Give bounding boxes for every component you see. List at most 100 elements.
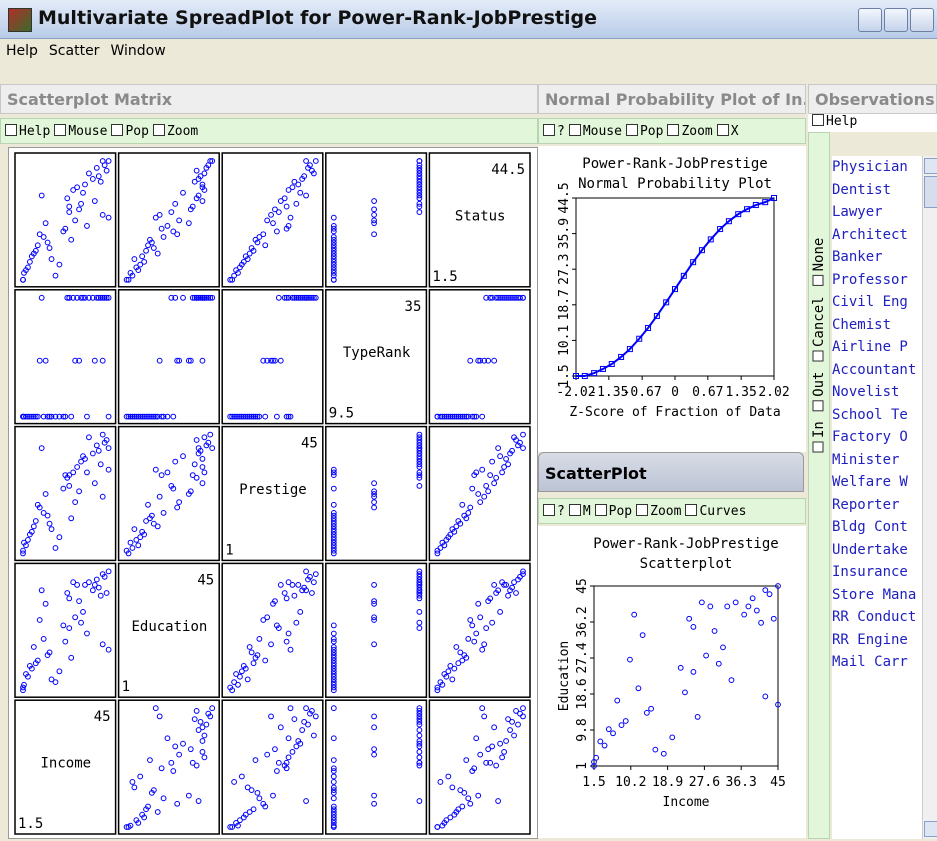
x-tick-label: 45: [770, 775, 786, 790]
checkbox-label[interactable]: Curves: [699, 504, 746, 519]
observation-item[interactable]: Civil Eng: [832, 291, 922, 314]
observation-item[interactable]: RR Conduct: [832, 606, 922, 629]
checkbox[interactable]: [813, 401, 823, 411]
toolbar-item[interactable]: X: [717, 124, 739, 139]
observation-item[interactable]: Accountant: [832, 359, 922, 382]
checkbox-label[interactable]: Pop: [640, 124, 663, 139]
scroll-down[interactable]: [924, 821, 937, 837]
checkbox[interactable]: [685, 504, 697, 516]
data-point: [619, 723, 624, 728]
checkbox-label[interactable]: Zoom: [681, 124, 712, 139]
checkbox[interactable]: [813, 351, 823, 361]
checkbox[interactable]: [569, 504, 581, 516]
option-label[interactable]: Out: [811, 372, 827, 397]
toolbar-item[interactable]: Pop: [111, 124, 148, 139]
toolbar-item[interactable]: M: [569, 504, 591, 519]
menu-item[interactable]: Window: [104, 40, 170, 59]
toolbar-item[interactable]: Curves: [685, 504, 746, 519]
observation-item[interactable]: Factory O: [832, 426, 922, 449]
observation-item[interactable]: Physician: [832, 156, 922, 179]
option-label[interactable]: Cancel: [811, 296, 827, 347]
toolbar-item[interactable]: ?: [543, 504, 565, 519]
normal-plot: Power-Rank-JobPrestigeNormal Probability…: [538, 146, 806, 452]
data-point: [729, 678, 734, 683]
observation-item[interactable]: Welfare W: [832, 471, 922, 494]
observation-item[interactable]: Lawyer: [832, 201, 922, 224]
observation-item[interactable]: Chemist: [832, 314, 922, 337]
plot-title: Power-Rank-JobPrestige: [582, 156, 767, 172]
checkbox[interactable]: [813, 275, 823, 285]
selection-options: In Out Cancel None: [808, 132, 830, 462]
observation-item[interactable]: Airline P: [832, 336, 922, 359]
checkbox-label[interactable]: Help: [19, 124, 50, 139]
checkbox[interactable]: [626, 124, 638, 136]
observation-item[interactable]: Architect: [832, 224, 922, 247]
checkbox[interactable]: [543, 124, 555, 136]
menu-item[interactable]: Scatter: [43, 40, 105, 59]
checkbox-label[interactable]: Pop: [125, 124, 148, 139]
toolbar-item[interactable]: Zoom: [667, 124, 712, 139]
observation-item[interactable]: School Te: [832, 404, 922, 427]
checkbox[interactable]: [54, 124, 66, 136]
checkbox[interactable]: [569, 124, 581, 136]
observation-item[interactable]: Undertake: [832, 539, 922, 562]
toolbar-item[interactable]: Mouse: [54, 124, 107, 139]
data-point: [691, 670, 696, 675]
observation-item[interactable]: Novelist: [832, 381, 922, 404]
observation-item[interactable]: Minister: [832, 449, 922, 472]
y-tick-label: 10.1: [557, 325, 572, 356]
checkbox[interactable]: [813, 442, 823, 452]
option-label[interactable]: None: [811, 238, 827, 272]
observation-item[interactable]: Mail Carr: [832, 651, 922, 674]
toolbar-item[interactable]: Zoom: [636, 504, 681, 519]
checkbox-label[interactable]: Help: [826, 114, 857, 129]
observation-item[interactable]: Banker: [832, 246, 922, 269]
checkbox-label[interactable]: Pop: [609, 504, 632, 519]
scroll-up[interactable]: [924, 158, 937, 174]
toolbar-item[interactable]: Pop: [626, 124, 663, 139]
close-button[interactable]: [910, 8, 934, 32]
checkbox[interactable]: [717, 124, 729, 136]
x-axis-label: Income: [663, 795, 710, 810]
observation-item[interactable]: Store Mana: [832, 584, 922, 607]
scrollbar[interactable]: [922, 156, 937, 839]
observation-item[interactable]: Professor: [832, 269, 922, 292]
checkbox-label[interactable]: X: [731, 124, 739, 139]
observation-item[interactable]: RR Engine: [832, 629, 922, 652]
minimize-button[interactable]: [858, 8, 882, 32]
checkbox-label[interactable]: ?: [557, 504, 565, 519]
checkbox[interactable]: [595, 504, 607, 516]
checkbox[interactable]: [111, 124, 123, 136]
checkbox-label[interactable]: Zoom: [167, 124, 198, 139]
checkbox-label[interactable]: Mouse: [68, 124, 107, 139]
checkbox-label[interactable]: Zoom: [650, 504, 681, 519]
menu-item[interactable]: Help: [0, 40, 43, 59]
checkbox-label[interactable]: M: [583, 504, 591, 519]
checkbox[interactable]: [812, 114, 824, 126]
toolbar-item[interactable]: Pop: [595, 504, 632, 519]
toolbar-item[interactable]: ?: [543, 124, 565, 139]
checkbox[interactable]: [543, 504, 555, 516]
observation-item[interactable]: Dentist: [832, 179, 922, 202]
observation-item[interactable]: Reporter: [832, 494, 922, 517]
data-point: [712, 629, 717, 634]
checkbox[interactable]: [667, 124, 679, 136]
observation-item[interactable]: Bldg Cont: [832, 516, 922, 539]
data-point: [746, 604, 751, 609]
data-point: [742, 612, 747, 617]
toolbar-item[interactable]: Help: [5, 124, 50, 139]
checkbox-label[interactable]: Mouse: [583, 124, 622, 139]
data-point: [623, 719, 628, 724]
scroll-thumb[interactable]: [924, 176, 937, 208]
toolbar-item[interactable]: Mouse: [569, 124, 622, 139]
checkbox[interactable]: [153, 124, 165, 136]
checkbox-label[interactable]: ?: [557, 124, 565, 139]
checkbox[interactable]: [636, 504, 648, 516]
panel-header: Normal Probability Plot of In...: [538, 84, 806, 114]
checkbox[interactable]: [5, 124, 17, 136]
maximize-button[interactable]: [884, 8, 908, 32]
option-label[interactable]: In: [811, 421, 827, 438]
observation-item[interactable]: Insurance: [832, 561, 922, 584]
toolbar-item[interactable]: Zoom: [153, 124, 198, 139]
title-bar: Multivariate SpreadPlot for Power-Rank-J…: [0, 0, 937, 39]
